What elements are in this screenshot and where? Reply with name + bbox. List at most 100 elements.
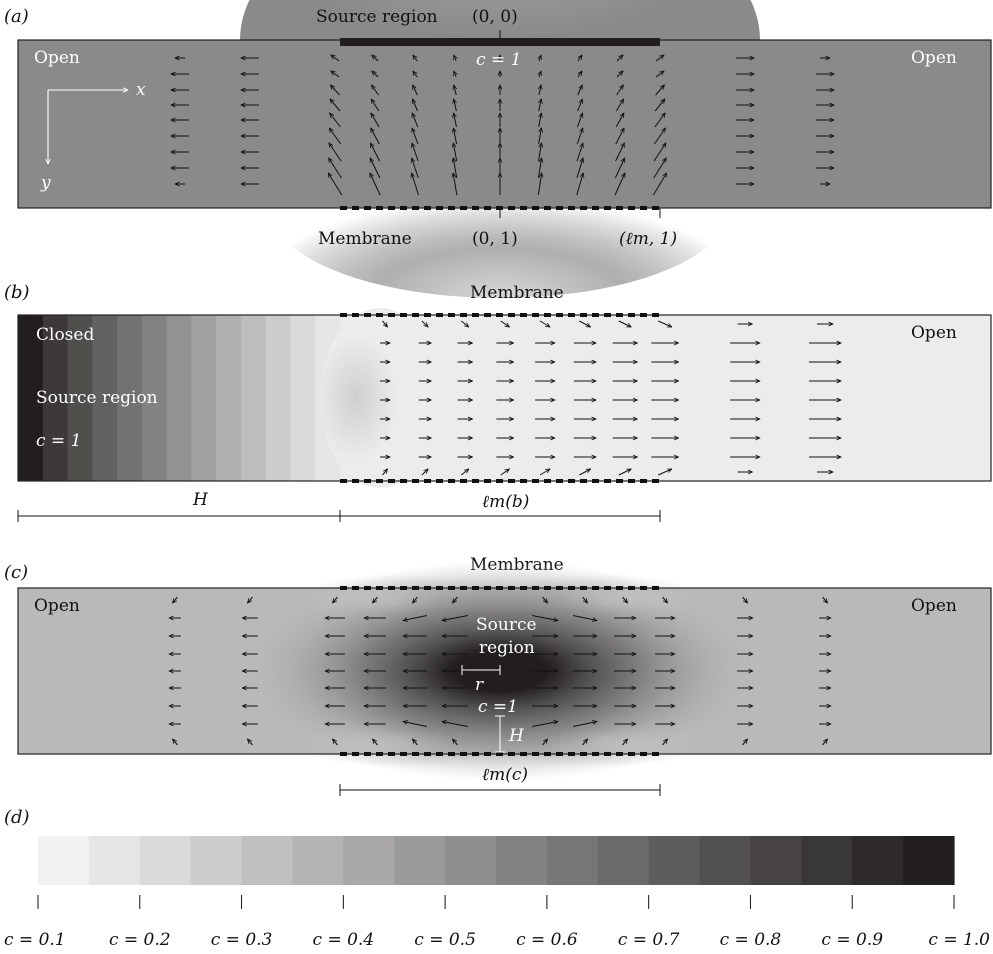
panel-c-lm-label: ℓm(c) bbox=[482, 765, 528, 785]
colorbar-ticks: c = 0.1 c = 0.2 c = 0.3 c = 0.4 c = 0.5 c = 0… bbox=[4, 895, 990, 950]
flux-arrow bbox=[576, 128, 583, 145]
flux-arrow bbox=[500, 320, 510, 327]
panel-c-source-line1: Source bbox=[476, 615, 537, 635]
flux-arrow bbox=[577, 99, 583, 112]
panel-a-flux-arrows bbox=[171, 55, 834, 196]
colorbar-tick-label: c = 0.7 bbox=[618, 930, 680, 950]
flux-arrow bbox=[655, 71, 664, 78]
flux-arrow bbox=[173, 596, 178, 603]
panel-b-contour-bulge bbox=[320, 308, 440, 488]
colorbar-tick-label: c = 0.4 bbox=[313, 930, 375, 950]
flux-arrow bbox=[577, 71, 582, 78]
colorbar-tick-label: c = 0.8 bbox=[720, 930, 782, 950]
colorbar-swatch bbox=[903, 836, 955, 885]
flux-arrow bbox=[413, 71, 418, 78]
flux-arrow bbox=[532, 615, 558, 621]
panel-b-walls bbox=[17, 314, 992, 482]
contour-band bbox=[141, 315, 168, 481]
flux-arrow bbox=[442, 722, 468, 727]
flux-arrow bbox=[614, 158, 626, 179]
colorbar-swatch bbox=[801, 836, 853, 885]
flux-arrow bbox=[616, 71, 623, 78]
flux-arrow bbox=[369, 158, 381, 179]
flux-arrow bbox=[412, 85, 418, 96]
flux-arrow bbox=[822, 739, 828, 746]
flux-arrow bbox=[618, 320, 631, 328]
flux-arrow bbox=[330, 99, 341, 112]
flux-arrow bbox=[616, 55, 623, 62]
flux-arrow bbox=[742, 596, 748, 603]
flux-arrow bbox=[370, 143, 381, 162]
flux-arrow bbox=[616, 85, 624, 96]
flux-arrow bbox=[454, 85, 457, 96]
flux-arrow bbox=[403, 615, 427, 621]
flux-arrow bbox=[537, 173, 541, 196]
panel-c-letter: (c) bbox=[4, 562, 28, 583]
panel-a-point01-label: (0, 1) bbox=[472, 229, 518, 249]
flux-arrow bbox=[369, 173, 381, 196]
flux-arrow bbox=[330, 85, 340, 96]
flux-arrow bbox=[655, 85, 665, 96]
colorbar-swatch bbox=[343, 836, 395, 885]
flux-arrow bbox=[654, 128, 665, 145]
panel-b-source-label: Source region bbox=[36, 388, 158, 408]
flux-arrow bbox=[539, 320, 550, 327]
flux-arrow bbox=[662, 739, 668, 746]
colorbar-swatch bbox=[648, 836, 701, 885]
flux-arrow bbox=[662, 596, 668, 603]
colorbar-swatch bbox=[88, 836, 141, 885]
flux-arrow bbox=[412, 173, 419, 196]
flux-arrow bbox=[614, 173, 626, 196]
flux-arrow bbox=[330, 113, 341, 128]
flux-arrow bbox=[453, 739, 458, 746]
flux-arrow bbox=[442, 615, 468, 621]
panel-b-flux-arrows bbox=[380, 320, 841, 476]
flux-arrow bbox=[421, 469, 428, 476]
panel-a-c-label: c = 1 bbox=[476, 50, 521, 70]
flux-arrow bbox=[653, 158, 666, 179]
flux-arrow bbox=[539, 71, 541, 78]
panel-b-letter: (b) bbox=[4, 282, 30, 303]
flux-arrow bbox=[822, 596, 828, 603]
flux-arrow bbox=[539, 113, 542, 128]
colorbar bbox=[38, 836, 955, 885]
flux-arrow bbox=[573, 722, 597, 727]
panel-d: (d) c = 0.1 c = 0.2 c = 0.3 c = 0.4 c = 0.5 c… bbox=[4, 807, 990, 950]
panel-a-origin-label: (0, 0) bbox=[472, 7, 518, 27]
flux-arrow bbox=[454, 71, 456, 78]
flux-arrow bbox=[654, 99, 665, 112]
contour-band bbox=[265, 315, 291, 481]
flux-arrow bbox=[577, 55, 582, 62]
flux-arrow bbox=[622, 596, 628, 603]
panel-b-lm-label: ℓm(b) bbox=[482, 492, 529, 512]
flux-arrow bbox=[615, 128, 624, 145]
contour-band bbox=[240, 315, 267, 481]
flux-arrow bbox=[653, 143, 666, 162]
flux-arrow bbox=[412, 99, 419, 112]
flux-arrow bbox=[333, 596, 338, 603]
flux-arrow bbox=[413, 596, 418, 603]
panel-a-membrane-label: Membrane bbox=[318, 229, 412, 249]
colorbar-swatch bbox=[699, 836, 752, 885]
colorbar-swatch bbox=[292, 836, 344, 885]
flux-arrow bbox=[658, 468, 672, 476]
flux-arrow bbox=[371, 99, 380, 112]
panel-a-x-label: x bbox=[136, 80, 146, 100]
flux-arrow bbox=[655, 55, 664, 62]
colorbar-swatch bbox=[190, 836, 243, 885]
colorbar-tick-label: c = 0.6 bbox=[516, 930, 578, 950]
flux-arrow bbox=[412, 128, 419, 145]
flux-arrow bbox=[532, 722, 558, 727]
panel-c-walls bbox=[17, 587, 992, 755]
flux-arrow bbox=[329, 128, 342, 145]
panel-a-open-left: Open bbox=[34, 48, 80, 68]
contour-band bbox=[42, 315, 69, 481]
flux-arrow bbox=[615, 99, 623, 112]
flux-arrow bbox=[454, 55, 456, 62]
flux-arrow bbox=[373, 596, 378, 603]
colorbar-swatch bbox=[139, 836, 192, 885]
flux-arrow bbox=[331, 55, 340, 62]
panel-a-source-bar bbox=[340, 38, 660, 46]
flux-arrow bbox=[382, 320, 388, 327]
flux-arrow bbox=[579, 320, 590, 327]
